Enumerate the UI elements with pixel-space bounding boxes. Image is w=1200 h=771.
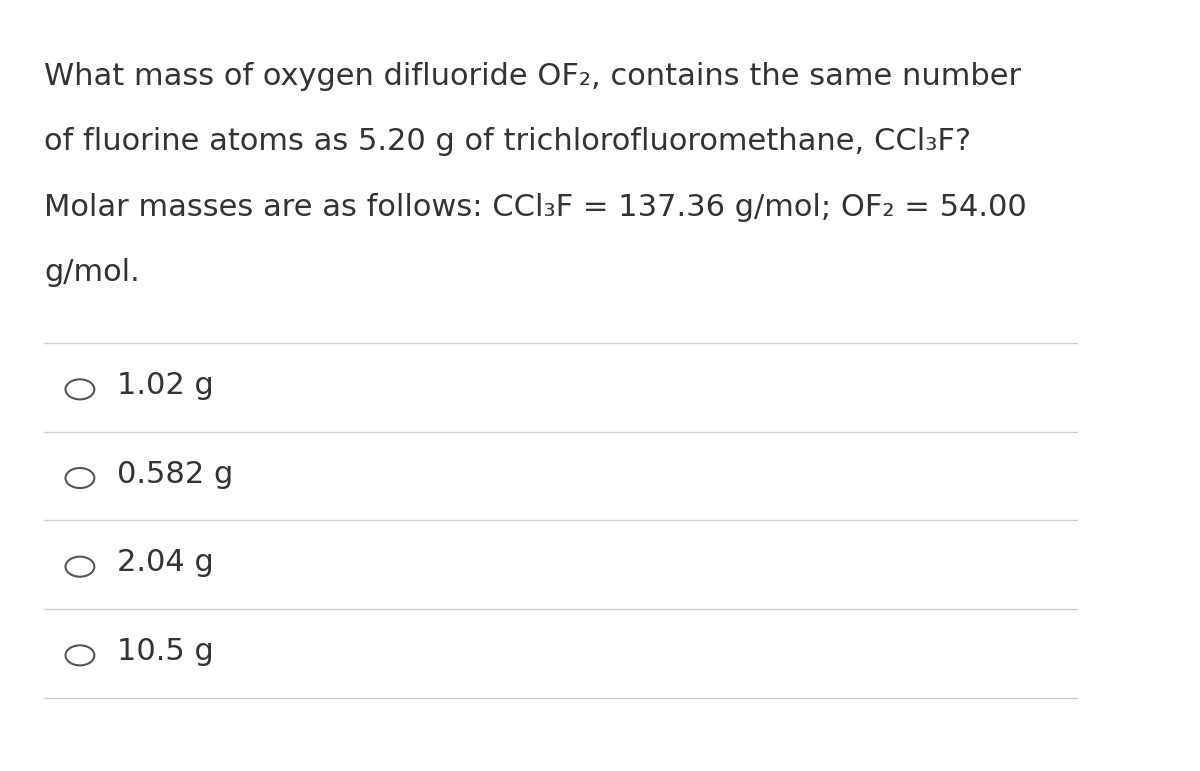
Text: 0.582 g: 0.582 g [116, 460, 233, 489]
Text: g/mol.: g/mol. [44, 258, 140, 288]
Text: Molar masses are as follows: CCl₃F = 137.36 g/mol; OF₂ = 54.00: Molar masses are as follows: CCl₃F = 137… [44, 193, 1027, 222]
Text: 2.04 g: 2.04 g [116, 548, 214, 577]
Text: 1.02 g: 1.02 g [116, 371, 214, 400]
Text: What mass of oxygen difluoride OF₂, contains the same number: What mass of oxygen difluoride OF₂, cont… [44, 62, 1021, 91]
Text: 10.5 g: 10.5 g [116, 637, 214, 666]
Text: of fluorine atoms as 5.20 g of trichlorofluoromethane, CCl₃F?: of fluorine atoms as 5.20 g of trichloro… [44, 127, 972, 157]
